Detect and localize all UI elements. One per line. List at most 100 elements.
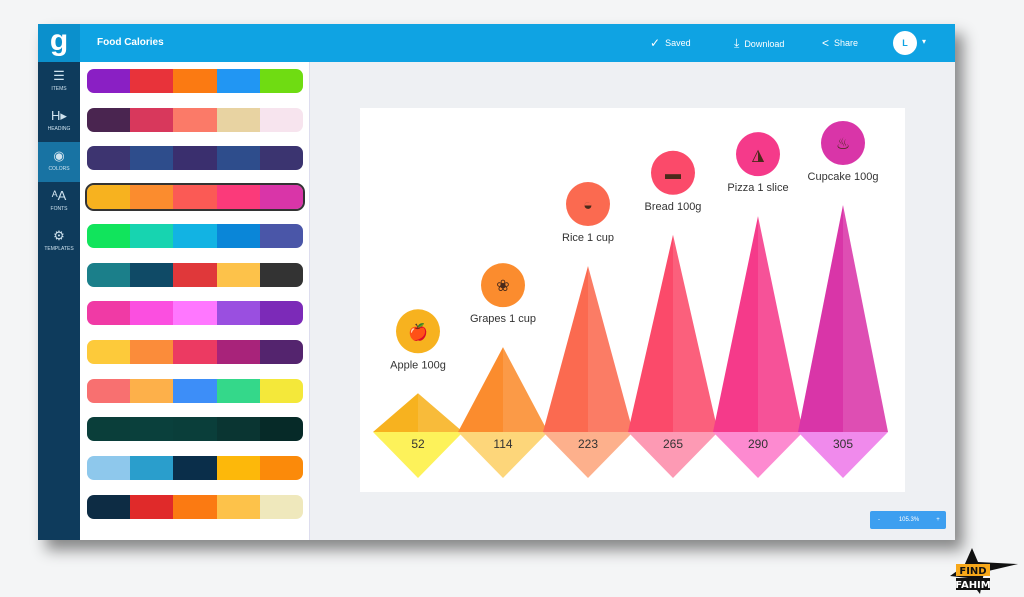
sidebar-item-heading[interactable]: H▸ HEADING (38, 102, 80, 142)
color-palette-option[interactable] (87, 378, 303, 403)
color-swatch (259, 185, 303, 210)
color-swatch (87, 69, 131, 93)
category-label: Cupcake 100g (808, 171, 879, 183)
color-swatch (173, 185, 217, 210)
data-label: 223 (578, 437, 598, 451)
color-swatch (87, 456, 131, 480)
color-swatch (87, 339, 131, 364)
value-diamond (543, 432, 633, 478)
color-palette-option[interactable] (87, 223, 303, 248)
download-label: Download (744, 38, 785, 49)
calorie-bar: 290 ◮ Pizza 1 slice (713, 132, 803, 478)
color-swatch (173, 262, 217, 287)
color-swatch (259, 456, 303, 480)
color-swatch (130, 301, 174, 326)
color-palette-option[interactable] (87, 69, 303, 93)
download-button[interactable]: ⤓ Download (734, 36, 784, 51)
saved-button[interactable]: ✓ Saved (650, 36, 691, 50)
color-swatch (259, 378, 303, 403)
color-swatch (216, 339, 260, 364)
value-diamond (713, 432, 803, 478)
color-palette-option[interactable] (85, 183, 305, 212)
bread-icon (651, 150, 695, 195)
color-palette-option[interactable] (87, 494, 303, 519)
color-swatch (173, 69, 217, 93)
category-label: Grapes 1 cup (470, 313, 536, 325)
color-swatch (216, 378, 260, 403)
zoom-out-button[interactable]: - (878, 517, 880, 523)
color-swatch (87, 417, 131, 442)
color-swatch (216, 301, 260, 326)
triangle-left (373, 393, 418, 432)
list-icon: ☰ (53, 68, 65, 83)
color-swatch (87, 378, 131, 403)
data-label: 290 (748, 437, 768, 451)
infographic-canvas: 52 🍎 Apple 100g 114 ❀ Grapes 1 cup 223 ◒ Rice 1 … (360, 108, 905, 492)
color-swatch (216, 456, 260, 480)
pizza-icon-glyph: ◮ (752, 147, 765, 164)
palette-icon: ◉ (53, 148, 65, 163)
share-label: Share (834, 38, 859, 48)
color-palette-option[interactable] (87, 262, 303, 287)
color-palette-option[interactable] (87, 417, 303, 442)
triangle-right (673, 234, 718, 432)
triangle-left (543, 266, 588, 432)
watermark-logo: FIND FAHIM (950, 548, 1018, 594)
calorie-bar: 114 ❀ Grapes 1 cup (458, 263, 548, 478)
color-swatch (259, 223, 303, 248)
bread-icon-glyph: ▬ (665, 166, 681, 183)
sidebar-item-fonts[interactable]: ᴬA FONTS (38, 182, 80, 222)
avatar[interactable]: L (893, 31, 917, 55)
category-label: Pizza 1 slice (727, 182, 788, 194)
document-title[interactable]: Food Calories (97, 37, 164, 48)
color-palette-option[interactable] (87, 146, 303, 171)
sidebar-item-templates[interactable]: ⚙ TEMPLATES (38, 222, 80, 262)
calorie-bar: 52 🍎 Apple 100g (373, 309, 463, 478)
share-button[interactable]: < Share (822, 36, 858, 50)
triangle-right (843, 205, 888, 432)
color-palette-option[interactable] (87, 107, 303, 132)
color-swatch (259, 417, 303, 442)
chevron-down-icon[interactable]: ▾ (922, 37, 927, 46)
color-swatch (87, 107, 131, 132)
color-palette-option[interactable] (87, 339, 303, 364)
color-palette-option[interactable] (87, 301, 303, 326)
sidebar-item-colors[interactable]: ◉ COLORS (38, 142, 80, 182)
triangle-left (798, 205, 843, 432)
triangle-right (418, 393, 463, 432)
color-swatch (87, 494, 131, 519)
color-swatch (87, 146, 131, 171)
cupcake-icon (821, 121, 865, 165)
color-swatch (130, 339, 174, 364)
color-swatch (130, 262, 174, 287)
data-label: 52 (411, 437, 425, 451)
color-swatch (130, 69, 174, 93)
logo[interactable]: g (38, 24, 80, 62)
cupcake-icon-glyph: ♨ (836, 136, 850, 153)
color-palette-option[interactable] (87, 456, 303, 480)
color-swatch (173, 223, 217, 248)
zoom-in-button[interactable]: + (936, 517, 940, 523)
data-label: 114 (493, 437, 512, 451)
templates-icon: ⚙ (53, 228, 65, 243)
color-swatch (173, 146, 217, 171)
sidebar-item-items[interactable]: ☰ ITEMS (38, 62, 80, 102)
triangle-left (458, 347, 503, 432)
color-swatch (173, 301, 217, 326)
check-circle-icon: ✓ (650, 36, 661, 50)
color-swatch (259, 146, 303, 171)
share-icon: < (822, 36, 830, 50)
color-swatch (216, 417, 260, 442)
color-swatch (87, 223, 131, 248)
grapes-icon (481, 263, 525, 308)
download-icon: ⤓ (734, 36, 740, 50)
svg-text:FIND: FIND (959, 566, 986, 577)
color-swatch (130, 146, 174, 171)
sidebar-label: HEADING (47, 126, 71, 132)
data-label: 305 (833, 437, 853, 451)
category-label: Bread 100g (645, 201, 702, 213)
triangle-right (758, 216, 803, 432)
color-swatch (259, 262, 303, 287)
triangle-left (713, 216, 758, 432)
color-swatch (173, 417, 217, 442)
